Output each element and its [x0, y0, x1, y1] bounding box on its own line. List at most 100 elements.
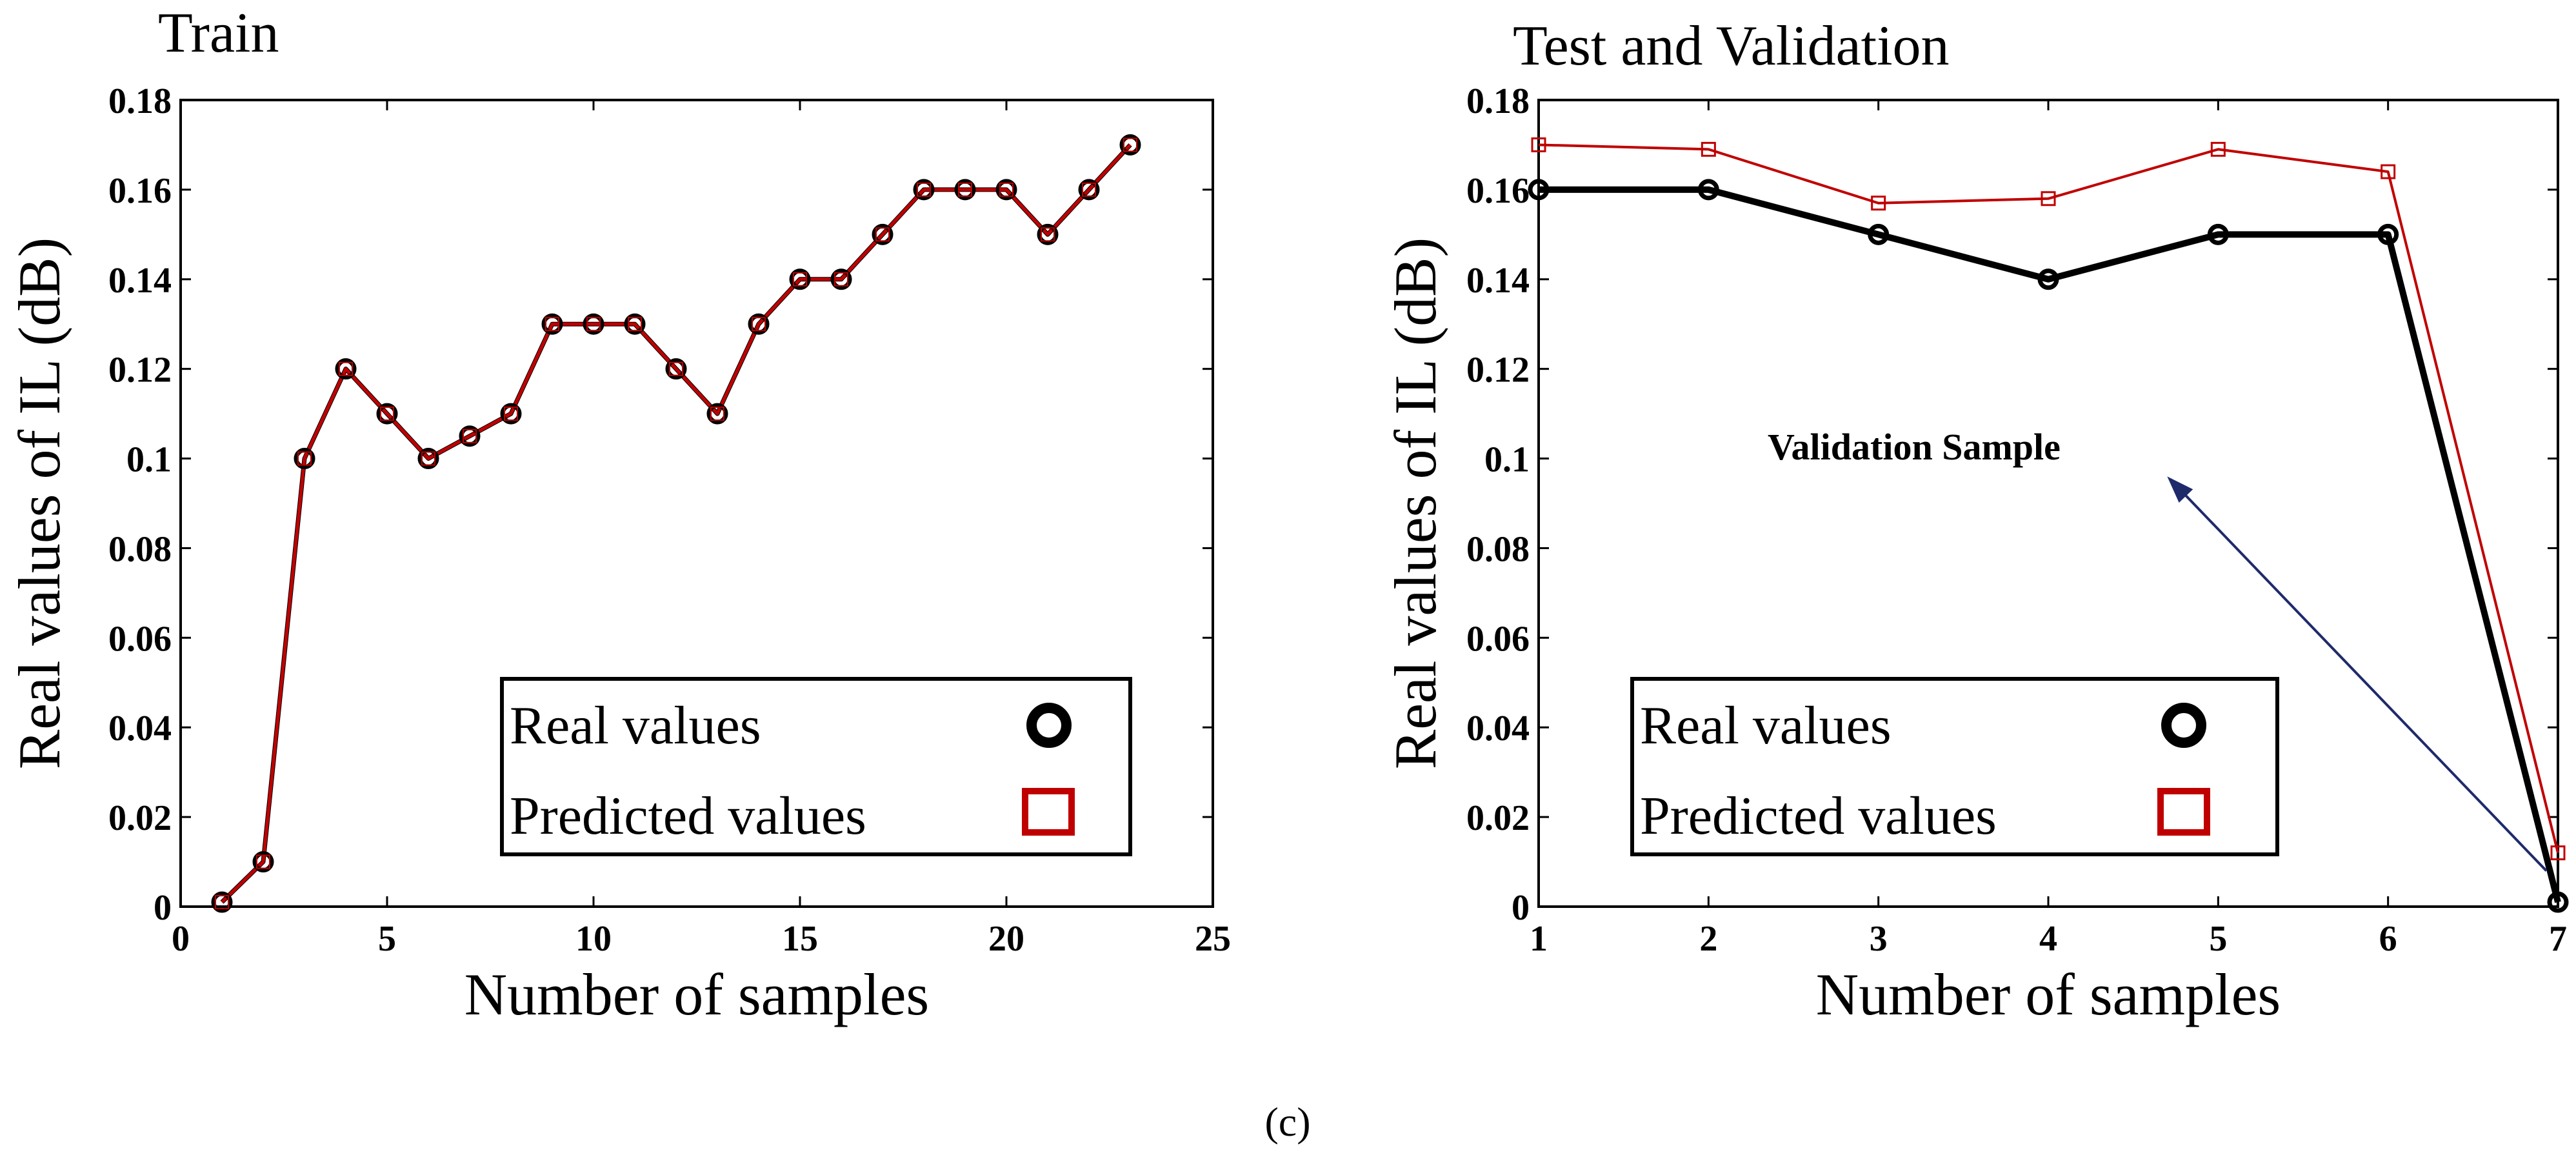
- train-predicted-point: [958, 182, 972, 197]
- test-real-point: [2377, 223, 2399, 245]
- test-predicted-point: [2041, 191, 2056, 206]
- train-real-point: [459, 425, 481, 447]
- test-predicted-values-line: [1538, 143, 2559, 854]
- train-y-tick-label: 0.08: [108, 529, 172, 569]
- test-y-tick-label: 0.04: [1466, 709, 1530, 749]
- train-predicted-point: [834, 272, 848, 287]
- train-y-tick-label: 0.06: [108, 619, 172, 659]
- test-real-point: [2037, 268, 2059, 290]
- test-y-axis-label: Real values of IL (dB): [1383, 237, 1448, 769]
- test-real-values-line: [1539, 186, 2561, 903]
- train-x-tick-label: 10: [575, 919, 612, 959]
- train-real-point: [294, 448, 315, 470]
- test-legend-circle-icon: [2161, 703, 2206, 748]
- train-predicted-point: [463, 428, 477, 443]
- test-legend: Real values Predicted values: [1630, 677, 2279, 856]
- test-predicted-point: [2550, 845, 2566, 861]
- train-real-point: [954, 179, 976, 201]
- test-x-tick-label: 7: [2549, 919, 2567, 959]
- train-x-tick-label: 15: [782, 919, 818, 959]
- train-real-point: [376, 403, 398, 425]
- train-x-tick-label: 5: [378, 919, 396, 959]
- test-legend-square-icon: [2157, 788, 2210, 836]
- train-predicted-point: [545, 317, 559, 332]
- test-real-point: [1528, 179, 1550, 201]
- train-y-tick-label: 0.12: [108, 350, 172, 390]
- train-predicted-values-line: [221, 143, 1132, 903]
- validation-arrow-head: [2167, 476, 2193, 503]
- train-y-tick-label: 0: [154, 888, 172, 928]
- test-y-tick-label: 0.08: [1466, 529, 1530, 569]
- test-validation-panel: Test and Validation 1 2 3 4 5 6 7 0 0.02 0.04 0.06…: [1383, 15, 2569, 1027]
- test-x-tick-label: 2: [1699, 919, 1717, 959]
- test-predicted-point: [1871, 196, 1886, 211]
- train-predicted-point: [917, 182, 931, 197]
- train-real-point: [624, 313, 646, 335]
- train-ticks: 0 5 10 15 20 25 0 0.02 0.04 0.06 0.08 0.1 0.12 0.14 0.…: [108, 81, 1231, 959]
- test-legend-predicted-label: Predicted values: [1640, 786, 1997, 846]
- train-legend-square-icon: [1022, 788, 1075, 836]
- train-y-tick-label: 0.1: [126, 440, 172, 480]
- train-real-point: [789, 268, 811, 290]
- test-x-tick-label: 5: [2209, 919, 2227, 959]
- test-y-tick-label: 0.14: [1466, 261, 1530, 301]
- train-predicted-point: [421, 451, 435, 466]
- train-x-tick-label: 0: [172, 919, 190, 959]
- train-real-point: [417, 448, 439, 470]
- test-real-point: [1868, 223, 1890, 245]
- train-x-axis-label: Number of samples: [464, 961, 930, 1027]
- train-legend: Real values Predicted values: [500, 677, 1132, 856]
- test-y-tick-label: 0.16: [1466, 171, 1530, 211]
- train-legend-box: [500, 677, 1132, 856]
- train-y-tick-label: 0.14: [108, 261, 172, 301]
- train-predicted-point: [586, 317, 601, 332]
- test-x-axis-label: Number of samples: [1816, 961, 2281, 1027]
- validation-arrow-shaft: [2172, 481, 2548, 872]
- train-predicted-point: [669, 361, 683, 376]
- test-predicted-point: [1701, 141, 1716, 157]
- train-predicted-point: [215, 895, 229, 910]
- train-real-point: [1119, 134, 1141, 156]
- test-legend-real-label: Real values: [1640, 696, 1892, 756]
- figure-caption: (c): [1264, 1099, 1310, 1145]
- train-real-point: [211, 891, 233, 913]
- train-predicted-point: [1082, 182, 1096, 197]
- train-y-tick-label: 0.04: [108, 709, 172, 749]
- train-predicted-point: [380, 407, 394, 421]
- train-predicted-point: [297, 451, 312, 466]
- train-predicted-point: [752, 317, 766, 332]
- train-y-tick-label: 0.16: [108, 171, 172, 211]
- train-real-point: [500, 403, 522, 425]
- test-x-tick-label: 6: [2379, 919, 2397, 959]
- train-y-axis-label: Real values of IL (dB): [6, 237, 72, 769]
- train-predicted-point: [504, 407, 518, 421]
- train-real-point: [1078, 179, 1100, 201]
- test-x-tick-label: 1: [1530, 919, 1548, 959]
- test-y-tick-label: 0.12: [1466, 350, 1530, 390]
- train-predicted-point: [628, 317, 642, 332]
- train-y-tick-label: 0.02: [108, 798, 172, 838]
- train-real-point: [541, 313, 563, 335]
- train-x-tick-label: 25: [1195, 919, 1231, 959]
- test-title: Test and Validation: [1513, 15, 1950, 77]
- train-legend-predicted-label: Predicted values: [510, 786, 866, 846]
- test-ticks: 1 2 3 4 5 6 7 0 0.02 0.04 0.06 0.08 0.1 0.12 0.14 0.16 0…: [1466, 81, 2567, 959]
- test-real-point: [1697, 179, 1719, 201]
- train-real-point: [706, 403, 728, 425]
- train-title: Train: [158, 2, 279, 65]
- test-predicted-point: [1531, 137, 1546, 152]
- test-x-tick-label: 4: [2039, 919, 2057, 959]
- test-real-point: [2547, 891, 2569, 913]
- train-real-point: [830, 268, 852, 290]
- test-y-tick-label: 0.18: [1466, 81, 1530, 121]
- train-predicted-point: [793, 272, 807, 287]
- train-real-point: [872, 223, 894, 245]
- test-marks: [1528, 137, 2569, 913]
- test-predicted-point: [2210, 141, 2226, 157]
- train-x-tick-label: 20: [988, 919, 1024, 959]
- train-panel: Train 0 5 10 15 20 25 0 0.02 0.04 0.06 0.08 0.1 0.12…: [6, 2, 1231, 1027]
- train-real-point: [748, 313, 770, 335]
- train-real-point: [1037, 223, 1059, 245]
- test-real-point: [2207, 223, 2229, 245]
